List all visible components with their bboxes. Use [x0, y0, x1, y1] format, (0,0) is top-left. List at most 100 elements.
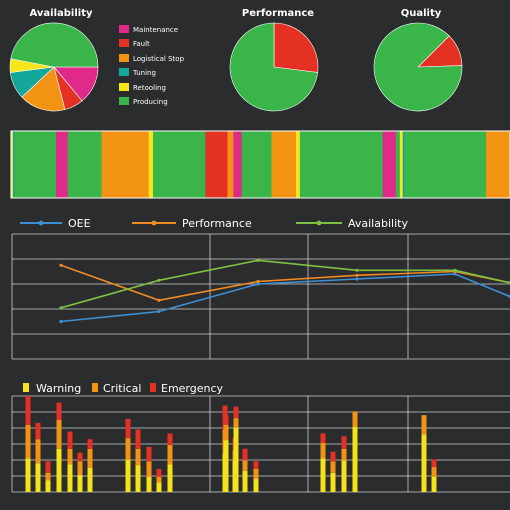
- series-point-availability: [157, 278, 161, 282]
- legend-swatch-retooling: [119, 83, 129, 91]
- bar-segment-warning: [233, 427, 239, 492]
- status-timeline: [10, 130, 510, 199]
- bar-segment-critical: [320, 443, 326, 459]
- series-point-availability: [453, 268, 457, 272]
- bar-segment-warning: [253, 478, 259, 492]
- oee-line-chart: [11, 233, 510, 360]
- series-point-oee: [157, 309, 161, 314]
- bar-segment-emergency: [135, 429, 141, 449]
- bar-segment-warning: [352, 426, 358, 492]
- bar-segment-critical: [135, 448, 141, 466]
- bar-segment-warning: [421, 434, 427, 492]
- bar-segment-emergency: [431, 459, 437, 468]
- legend-swatch-fault: [119, 39, 129, 47]
- timeline-segment-maintenance: [382, 131, 397, 198]
- legend-label-oee: OEE: [68, 217, 91, 230]
- timeline-segment-producing: [395, 131, 401, 198]
- timeline-segment-maintenance: [56, 131, 69, 198]
- bar-segment-warning: [67, 464, 73, 492]
- bar-segment-critical: [77, 461, 83, 475]
- timeline-segment-logistical-stop: [227, 131, 234, 198]
- bar-segment-critical: [330, 461, 336, 473]
- availability-legend: Maintenance Fault Logistical Stop Tuning…: [119, 25, 185, 106]
- legend-swatch-maintenance: [119, 25, 129, 33]
- bar-segment-critical: [431, 467, 437, 477]
- bar-segment-emergency: [146, 446, 152, 462]
- legend-swatch-emergency: [150, 383, 156, 392]
- bar-segment-critical: [352, 411, 358, 427]
- legend-marker-availability: [316, 220, 322, 226]
- bar-segment-emergency: [223, 415, 229, 425]
- legend-label-maintenance: Maintenance: [133, 26, 178, 34]
- series-point-availability: [59, 306, 63, 310]
- bar-segment-emergency: [25, 396, 31, 425]
- bar-segment-emergency: [167, 433, 173, 445]
- timeline-frame: [10, 130, 510, 199]
- legend-label-tuning: Tuning: [132, 69, 156, 77]
- timeline-segment-retooling: [296, 131, 301, 198]
- timeline-segment-tuning: [12, 131, 16, 198]
- series-point-availability: [256, 258, 260, 262]
- bar-segment-warning: [330, 472, 336, 492]
- legend-swatch-warning: [23, 383, 29, 392]
- bar-segment-critical: [87, 448, 93, 468]
- alarm-legend: Warning Critical Emergency: [23, 382, 224, 395]
- series-point-performance: [256, 279, 260, 284]
- legend-label-critical: Critical: [103, 382, 141, 395]
- bar-segment-emergency: [320, 433, 326, 443]
- bar-segment-critical: [223, 424, 229, 441]
- bar-segment-warning: [223, 440, 229, 492]
- bar-segment-critical: [242, 460, 248, 471]
- bar-segment-critical: [67, 448, 73, 465]
- availability-pie-title: Availability: [30, 8, 93, 19]
- alarm-bar-chart: [11, 395, 510, 493]
- bar-segment-emergency: [242, 448, 248, 461]
- bar-segment-warning: [431, 476, 437, 492]
- series-line-oee: [60, 273, 510, 323]
- legend-label-emergency: Emergency: [161, 382, 224, 395]
- series-point-oee: [453, 272, 457, 276]
- timeline-segment-retooling: [11, 131, 14, 198]
- bar-segment-warning: [146, 476, 152, 492]
- bar-segment-warning: [156, 482, 162, 492]
- bar-segment-emergency: [233, 406, 239, 419]
- bar-segment-emergency: [45, 461, 51, 473]
- series-point-performance: [355, 273, 359, 277]
- timeline-segment-producing: [67, 131, 102, 198]
- performance-pie-title: Performance: [242, 8, 314, 19]
- bar-segment-critical: [253, 469, 259, 479]
- legend-swatch-producing: [119, 97, 129, 105]
- bar-segment-warning: [87, 468, 93, 492]
- bar-segment-warning: [242, 470, 248, 492]
- bar-segment-warning: [125, 459, 131, 492]
- timeline-segment-retooling: [148, 131, 154, 198]
- bar-segment-emergency: [67, 431, 73, 449]
- bar-segment-emergency: [87, 439, 93, 449]
- legend-marker-performance: [151, 220, 157, 226]
- bar-segment-critical: [56, 420, 62, 449]
- bar-segment-warning: [167, 464, 173, 492]
- pie-slice-performance-producing: [229, 22, 318, 112]
- bar-segment-warning: [135, 465, 141, 492]
- legend-label-producing: Producing: [133, 98, 168, 106]
- bar-segment-warning: [320, 458, 326, 492]
- series-point-oee: [355, 277, 359, 281]
- bar-segment-critical: [25, 424, 31, 459]
- bar-segment-warning: [35, 463, 41, 492]
- series-line-performance: [60, 264, 510, 302]
- bar-segment-warning: [25, 458, 31, 492]
- legend-swatch-logistical-stop: [119, 54, 129, 62]
- bar-segment-critical: [233, 418, 239, 428]
- series-point-availability: [355, 268, 359, 272]
- series-line-availability: [60, 259, 510, 309]
- timeline-segment-maintenance: [233, 131, 242, 198]
- bar-segment-critical: [35, 439, 41, 464]
- legend-label-availability: Availability: [348, 217, 408, 230]
- pie-slice-performance-fault: [273, 22, 319, 73]
- series-point-oee: [59, 319, 63, 324]
- legend-label-warning: Warning: [36, 382, 81, 395]
- bar-segment-critical: [156, 476, 162, 483]
- bar-segment-critical: [167, 445, 173, 465]
- timeline-segment-producing: [299, 131, 383, 198]
